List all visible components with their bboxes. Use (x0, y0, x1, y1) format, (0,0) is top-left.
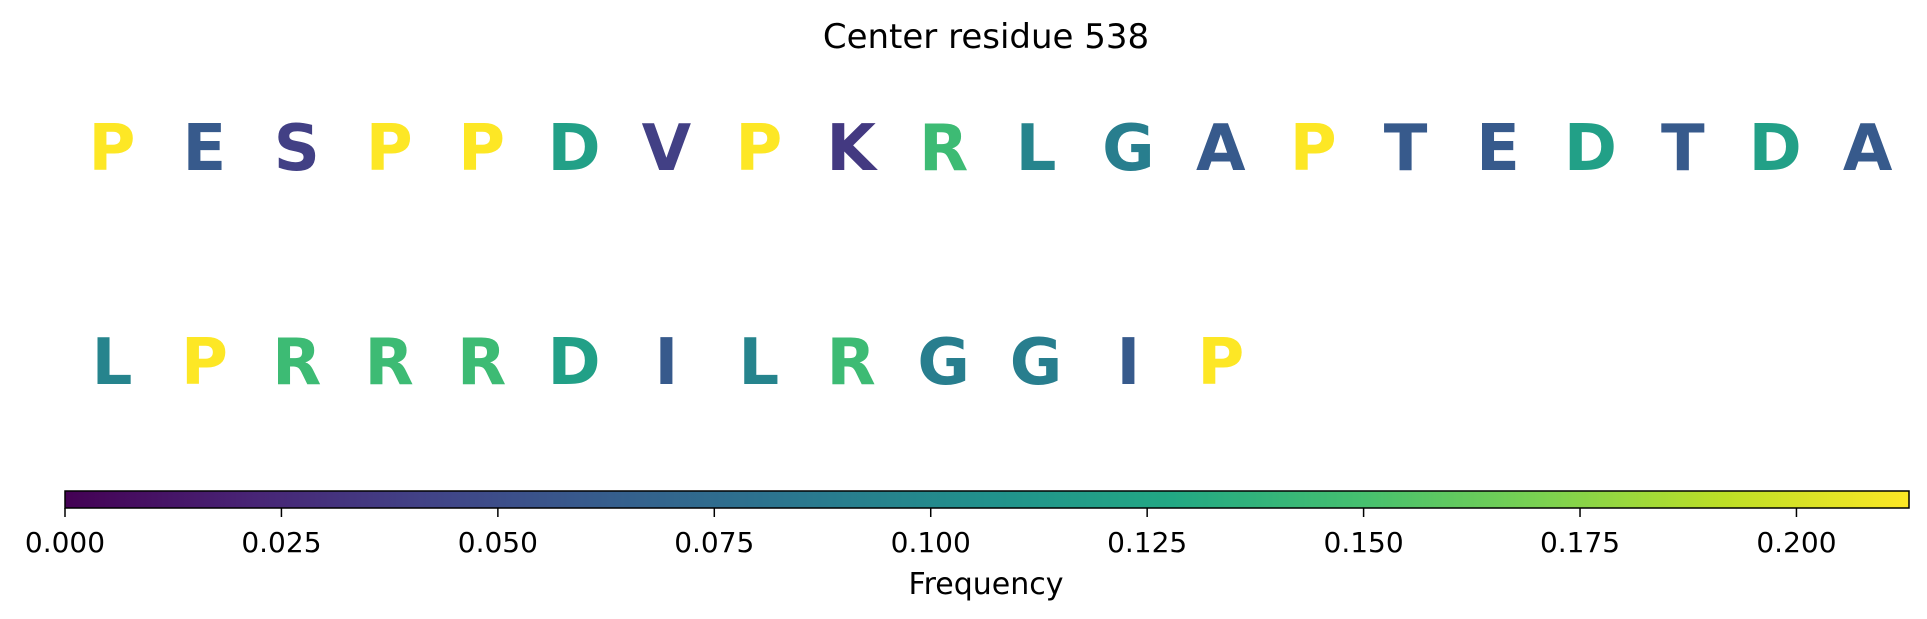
residue-letter: P (735, 112, 782, 186)
residue-letter: D (547, 326, 600, 400)
residue-letter: I (1116, 326, 1140, 400)
residue-letter: A (1843, 112, 1893, 186)
residue-letter: R (827, 326, 876, 400)
residue-rows: P E S P P D V P K R L G A P T E D T D AL P R R R D I L R G G I P (89, 112, 1893, 400)
residue-letter: P (458, 112, 505, 186)
colorbar: 0.000 0.025 0.050 0.075 0.100 0.125 0.150 0.175… (25, 490, 1910, 602)
residue-letter: D (547, 112, 600, 186)
colorbar-ticks: 0.000 0.025 0.050 0.075 0.100 0.125 0.150 0.175… (25, 508, 1837, 559)
residue-letter: P (366, 112, 413, 186)
residue-letter: G (1102, 112, 1155, 186)
colorbar-tick-label: 0.050 (458, 526, 538, 559)
chart-title: Center residue 538 (823, 17, 1149, 57)
residue-letter: L (1016, 112, 1057, 186)
residue-letter: P (89, 112, 136, 186)
colorbar-tick-label: 0.025 (241, 526, 321, 559)
residue-letter: V (642, 112, 692, 186)
residue-letter: D (1749, 112, 1802, 186)
residue-letter: P (1197, 326, 1244, 400)
colorbar-gradient (64, 490, 1910, 509)
residue-letter: D (1564, 112, 1617, 186)
residue-letter: P (181, 326, 228, 400)
residue-letter: R (919, 112, 968, 186)
colorbar-tick-label: 0.000 (25, 526, 105, 559)
residue-letter: P (1290, 112, 1337, 186)
colorbar-tick-label: 0.125 (1107, 526, 1187, 559)
residue-letter: R (365, 326, 414, 400)
residue-letter: A (1196, 112, 1246, 186)
residue-letter: T (1661, 112, 1705, 186)
residue-letter: R (272, 326, 321, 400)
residue-letter: K (826, 112, 878, 186)
colorbar-tick-label: 0.100 (891, 526, 971, 559)
residue-letter: T (1384, 112, 1428, 186)
colorbar-tick-label: 0.075 (674, 526, 754, 559)
residue-letter: G (917, 326, 970, 400)
colorbar-tick-label: 0.175 (1540, 526, 1620, 559)
residue-letter: S (274, 112, 320, 186)
colorbar-tick-label: 0.150 (1324, 526, 1404, 559)
residue-letter: L (738, 326, 779, 400)
residue-letter: G (1010, 326, 1063, 400)
residue-letter: E (183, 112, 227, 186)
residue-letter: L (92, 326, 133, 400)
residue-letter: I (654, 326, 678, 400)
residue-letter: E (1476, 112, 1520, 186)
colorbar-label: Frequency (909, 567, 1064, 602)
residue-letter: R (457, 326, 506, 400)
colorbar-tick-label: 0.200 (1756, 526, 1836, 559)
